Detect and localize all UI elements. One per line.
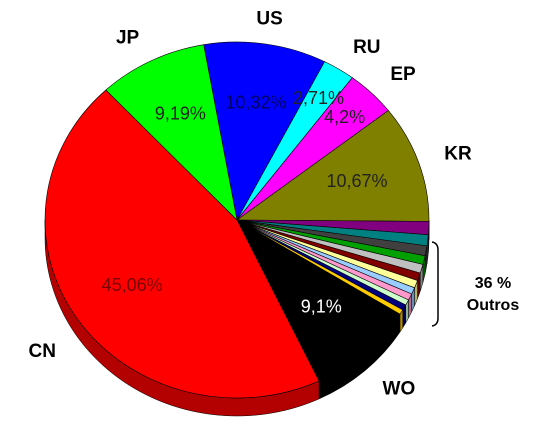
value-label: 45,06% — [102, 275, 163, 295]
slice — [236, 219, 401, 382]
slice — [236, 110, 430, 222]
slice-label: CN — [28, 341, 55, 362]
slice-label: US — [256, 8, 282, 29]
slice-label: KR — [444, 144, 472, 165]
value-label: 10,32% — [225, 93, 286, 113]
slice — [105, 44, 238, 221]
value-label: 9,19% — [155, 104, 206, 124]
annotation: 36 % — [475, 275, 511, 292]
value-label: 10,67% — [326, 171, 387, 191]
value-label: 2,71% — [293, 88, 344, 108]
annotation: Outros — [467, 297, 520, 314]
slice-label: WO — [383, 379, 416, 400]
slice — [44, 89, 320, 399]
bracket — [431, 241, 439, 327]
value-label: 4,2% — [324, 107, 365, 127]
slice-label: EP — [390, 64, 416, 85]
slice — [203, 41, 326, 221]
value-label: 9,1% — [301, 296, 342, 316]
slice-label: RU — [353, 37, 380, 58]
slice-label: JP — [116, 27, 140, 48]
